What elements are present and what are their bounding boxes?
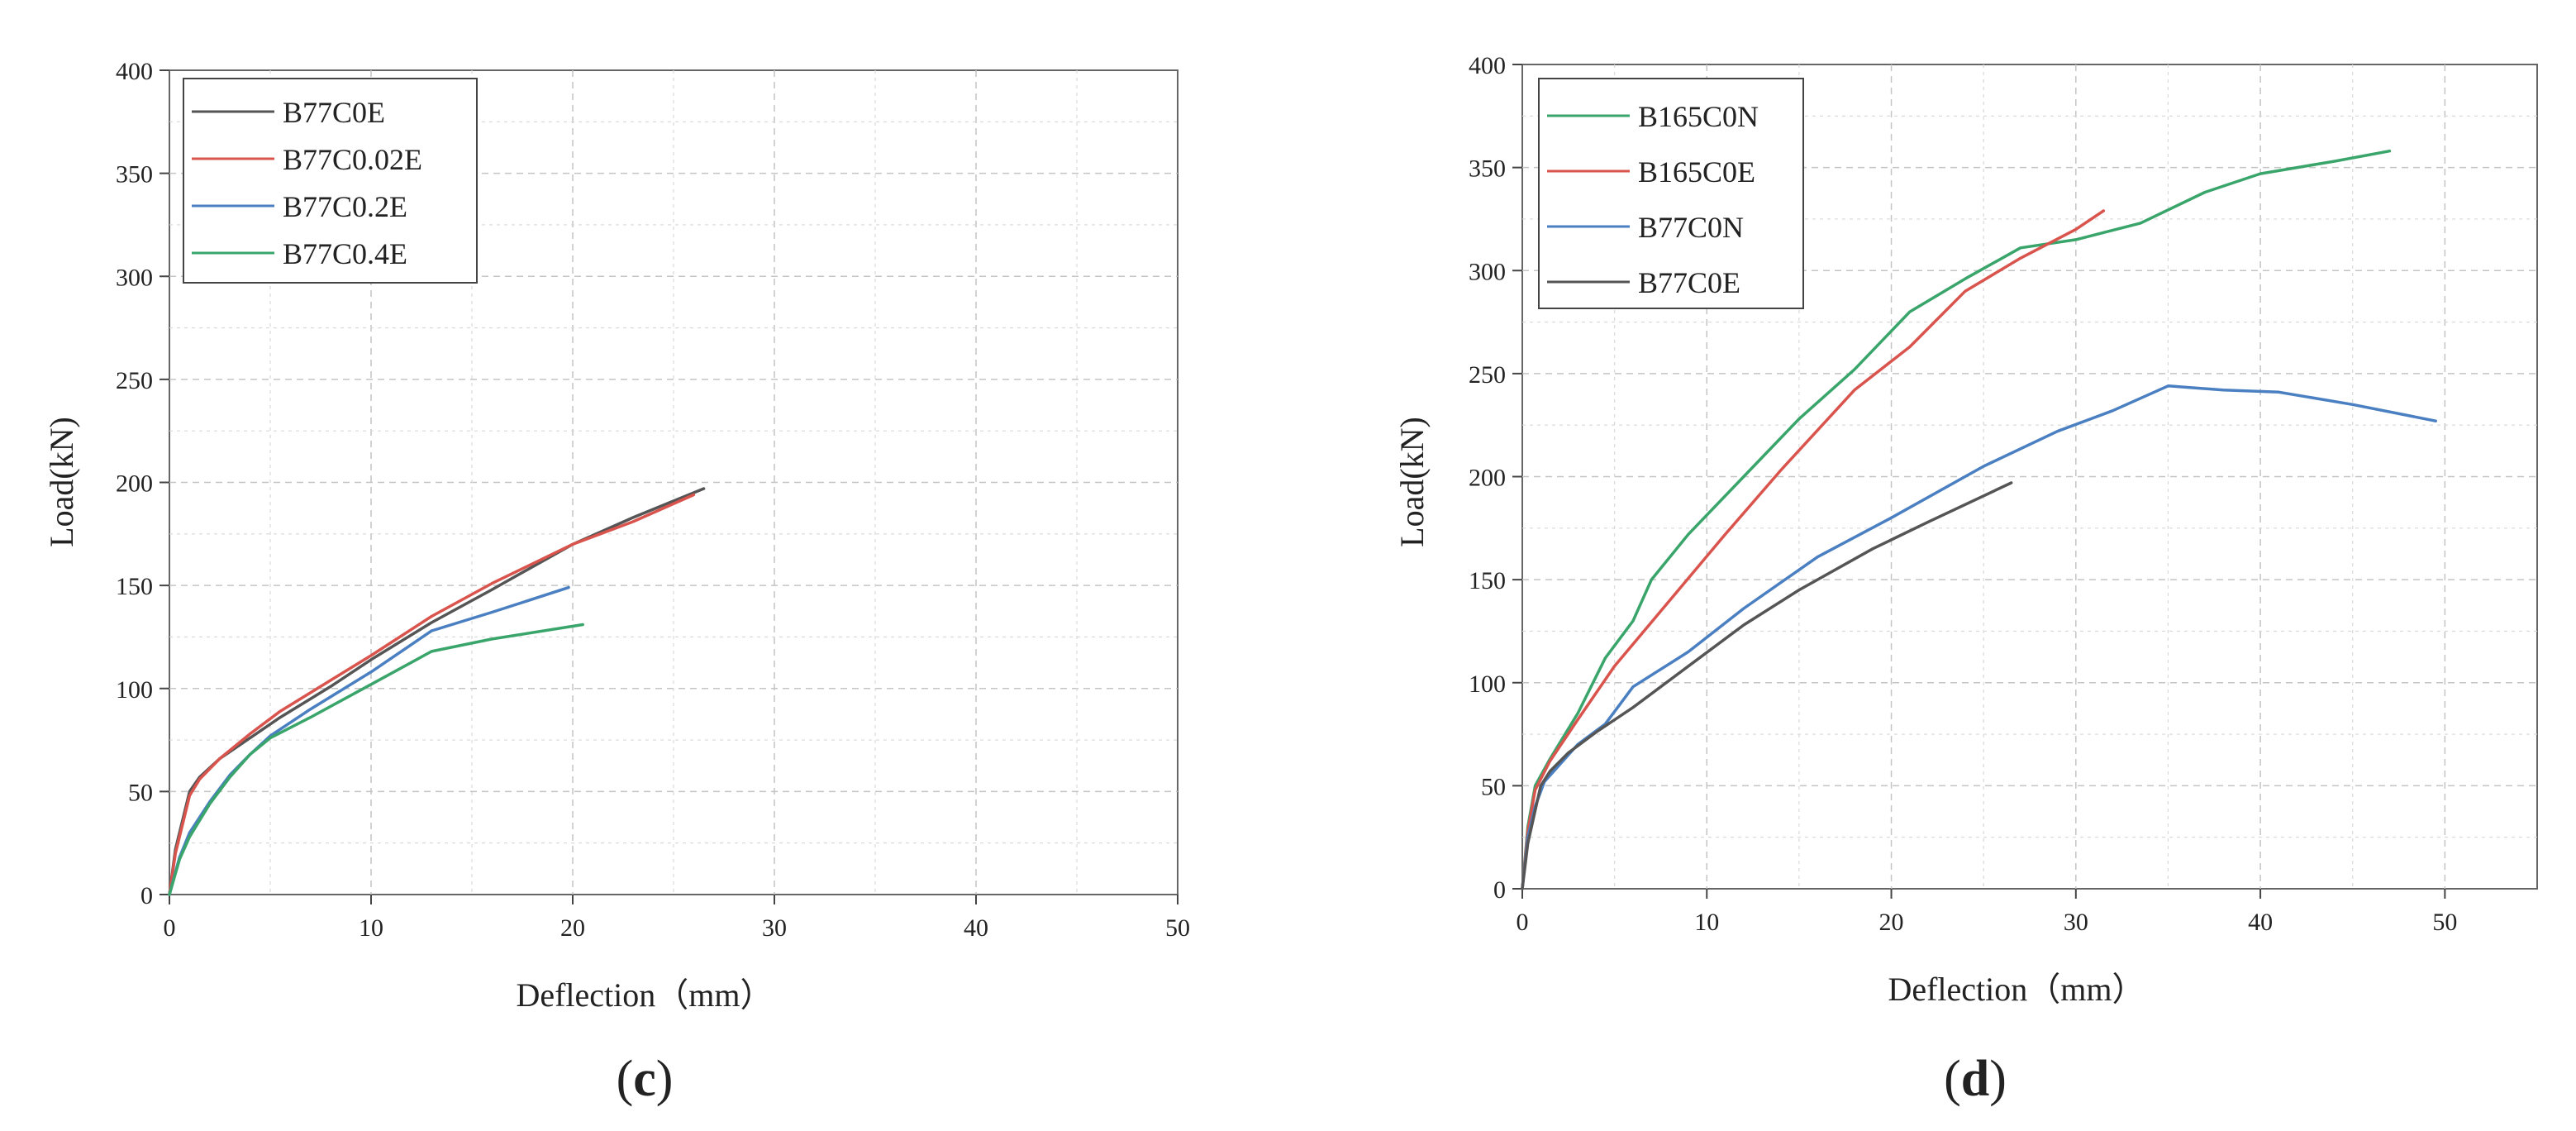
panel-label-open-paren: ( bbox=[1944, 1051, 1961, 1107]
x-tick-label: 50 bbox=[1165, 914, 1190, 942]
x-tick-label: 0 bbox=[1517, 909, 1529, 936]
x-tick-label: 40 bbox=[2248, 909, 2273, 936]
series-line-0 bbox=[168, 487, 706, 896]
legend-label-3: B77C0.4E bbox=[283, 237, 407, 270]
series-line-3 bbox=[168, 623, 584, 896]
panel-label-close-paren: ) bbox=[656, 1051, 674, 1107]
y-axis-title: Load(kN) bbox=[1393, 417, 1431, 547]
minor-grid-lines bbox=[169, 70, 1178, 895]
series-lines bbox=[1521, 149, 2437, 890]
panel-label-open-paren: ( bbox=[617, 1051, 634, 1107]
minor-grid-lines bbox=[1522, 64, 2537, 889]
series-lines bbox=[168, 487, 706, 896]
x-axis-title: Deflection（mm） bbox=[1888, 971, 2145, 1008]
panel-label: (c) bbox=[617, 1051, 674, 1107]
chart-panel-c: 0 10 20 30 40 50 0 50 100 150 200 250 300 350 400 B77… bbox=[43, 58, 1190, 1107]
y-tick-label: 100 bbox=[116, 676, 153, 704]
y-tick-label: 50 bbox=[128, 779, 153, 806]
x-tick-label: 20 bbox=[560, 914, 585, 942]
legend: B165C0N B165C0E B77C0N B77C0E bbox=[1538, 78, 1804, 309]
legend-label-0: B165C0N bbox=[1638, 100, 1759, 133]
y-tick-label: 50 bbox=[1481, 773, 1506, 800]
panel-label: (d) bbox=[1944, 1051, 2007, 1107]
series-line-2 bbox=[1521, 384, 2437, 890]
series-line-1 bbox=[168, 493, 696, 896]
y-axis-title: Load(kN) bbox=[43, 417, 80, 547]
y-tick-label: 400 bbox=[1469, 52, 1506, 79]
x-tick-label: 20 bbox=[1879, 909, 1904, 936]
x-axis-title: Deflection（mm） bbox=[516, 976, 773, 1014]
y-tick-label: 350 bbox=[1469, 155, 1506, 183]
legend-label-0: B77C0E bbox=[283, 96, 385, 129]
legend-label-2: B77C0N bbox=[1638, 211, 1744, 244]
y-tick-label: 150 bbox=[1469, 567, 1506, 594]
y-tick-label: 400 bbox=[116, 58, 153, 85]
x-tick-label: 10 bbox=[359, 914, 383, 942]
grid-lines bbox=[1522, 64, 2537, 889]
y-tick-label: 300 bbox=[1469, 258, 1506, 285]
y-tick-label: 0 bbox=[140, 882, 153, 909]
legend-label-2: B77C0.2E bbox=[283, 190, 407, 223]
x-tick-label: 10 bbox=[1694, 909, 1719, 936]
legend: B77C0E B77C0.02E B77C0.2E B77C0.4E bbox=[183, 78, 478, 284]
x-tick-label: 30 bbox=[762, 914, 787, 942]
legend-label-1: B165C0E bbox=[1638, 155, 1755, 188]
y-tick-label: 250 bbox=[1469, 361, 1506, 389]
x-axis-ticks: 0 10 20 30 40 50 bbox=[1517, 889, 2457, 936]
series-line-3 bbox=[1521, 481, 2013, 890]
y-tick-label: 300 bbox=[116, 264, 153, 291]
y-tick-label: 250 bbox=[116, 367, 153, 394]
y-tick-label: 350 bbox=[116, 161, 153, 188]
x-tick-label: 0 bbox=[164, 914, 176, 942]
series-line-1 bbox=[1521, 209, 2106, 890]
y-tick-label: 0 bbox=[1493, 876, 1506, 904]
series-line-2 bbox=[168, 585, 570, 896]
x-tick-label: 50 bbox=[2432, 909, 2457, 936]
y-tick-label: 150 bbox=[116, 573, 153, 600]
x-tick-label: 30 bbox=[2064, 909, 2088, 936]
y-axis-ticks: 0 50 100 150 200 250 300 350 400 bbox=[116, 58, 169, 909]
panel-label-letter: c bbox=[633, 1051, 656, 1107]
panel-label-close-paren: ) bbox=[1989, 1051, 2007, 1107]
series-line-0 bbox=[1521, 149, 2392, 890]
y-tick-label: 100 bbox=[1469, 670, 1506, 698]
legend-label-1: B77C0.02E bbox=[283, 143, 422, 176]
legend-label-3: B77C0E bbox=[1638, 266, 1740, 299]
x-tick-label: 40 bbox=[964, 914, 988, 942]
panel-label-letter: d bbox=[1961, 1051, 1989, 1107]
chart-panel-d: 0 10 20 30 40 50 0 50 100 150 200 250 300 350 400 B16… bbox=[1393, 52, 2538, 1107]
x-axis-ticks: 0 10 20 30 40 50 bbox=[164, 895, 1190, 942]
y-tick-label: 200 bbox=[1469, 465, 1506, 492]
y-axis-ticks: 0 50 100 150 200 250 300 350 400 bbox=[1469, 52, 1522, 904]
y-tick-label: 200 bbox=[116, 470, 153, 498]
